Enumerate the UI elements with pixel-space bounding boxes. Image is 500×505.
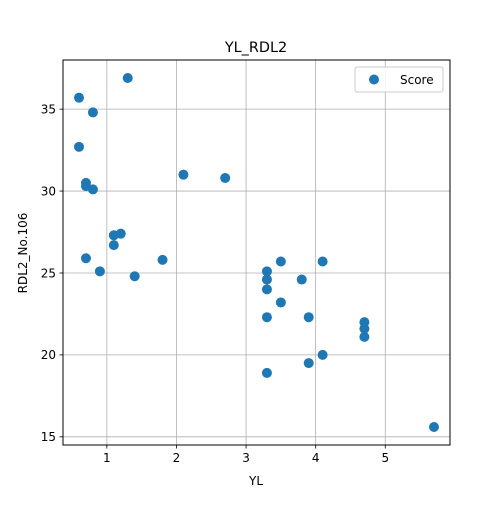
data-point [359, 323, 370, 334]
x-tick-label: 5 [381, 451, 389, 465]
data-point [129, 271, 140, 282]
y-axis-label: RDL2_No.106 [16, 213, 30, 294]
data-point [317, 349, 328, 360]
data-point [220, 172, 231, 183]
data-point [261, 367, 272, 378]
x-tick-label: 3 [242, 451, 250, 465]
x-tick-label: 4 [312, 451, 320, 465]
data-point [80, 253, 91, 264]
data-point [303, 312, 314, 323]
legend-marker [369, 74, 379, 85]
grid-lines [63, 60, 450, 445]
legend-box [354, 66, 444, 93]
data-point [178, 169, 189, 180]
data-point [94, 266, 105, 277]
data-point [261, 274, 272, 285]
y-axis-ticks: 15 20 25 30 35 [41, 102, 63, 444]
x-tick-label: 1 [103, 451, 111, 465]
data-point [87, 107, 98, 118]
data-point [157, 254, 168, 265]
y-tick-label: 20 [41, 348, 56, 362]
data-point [275, 297, 286, 308]
x-axis-label: YL [248, 474, 263, 488]
data-point [74, 141, 85, 152]
y-tick-label: 35 [41, 102, 56, 116]
y-tick-label: 15 [41, 430, 56, 444]
y-tick-label: 25 [41, 266, 56, 280]
data-point [275, 256, 286, 267]
data-point [108, 240, 119, 251]
data-point [428, 421, 439, 432]
x-tick-label: 2 [173, 451, 181, 465]
data-point [115, 228, 126, 239]
data-point [261, 266, 272, 277]
y-tick-label: 30 [41, 184, 56, 198]
data-points [74, 73, 439, 432]
data-point [87, 184, 98, 195]
data-point [303, 358, 314, 369]
legend: Score [354, 66, 444, 93]
data-point [296, 274, 307, 285]
plot-area-frame [62, 59, 451, 446]
data-point [317, 256, 328, 267]
data-point [261, 284, 272, 295]
x-axis-ticks: 1 2 3 4 5 [103, 445, 389, 465]
legend-label: Score [400, 73, 434, 87]
data-point [359, 331, 370, 342]
data-point [122, 73, 133, 84]
data-point [74, 92, 85, 103]
chart-title: YL_RDL2 [224, 40, 287, 56]
data-point [261, 312, 272, 323]
